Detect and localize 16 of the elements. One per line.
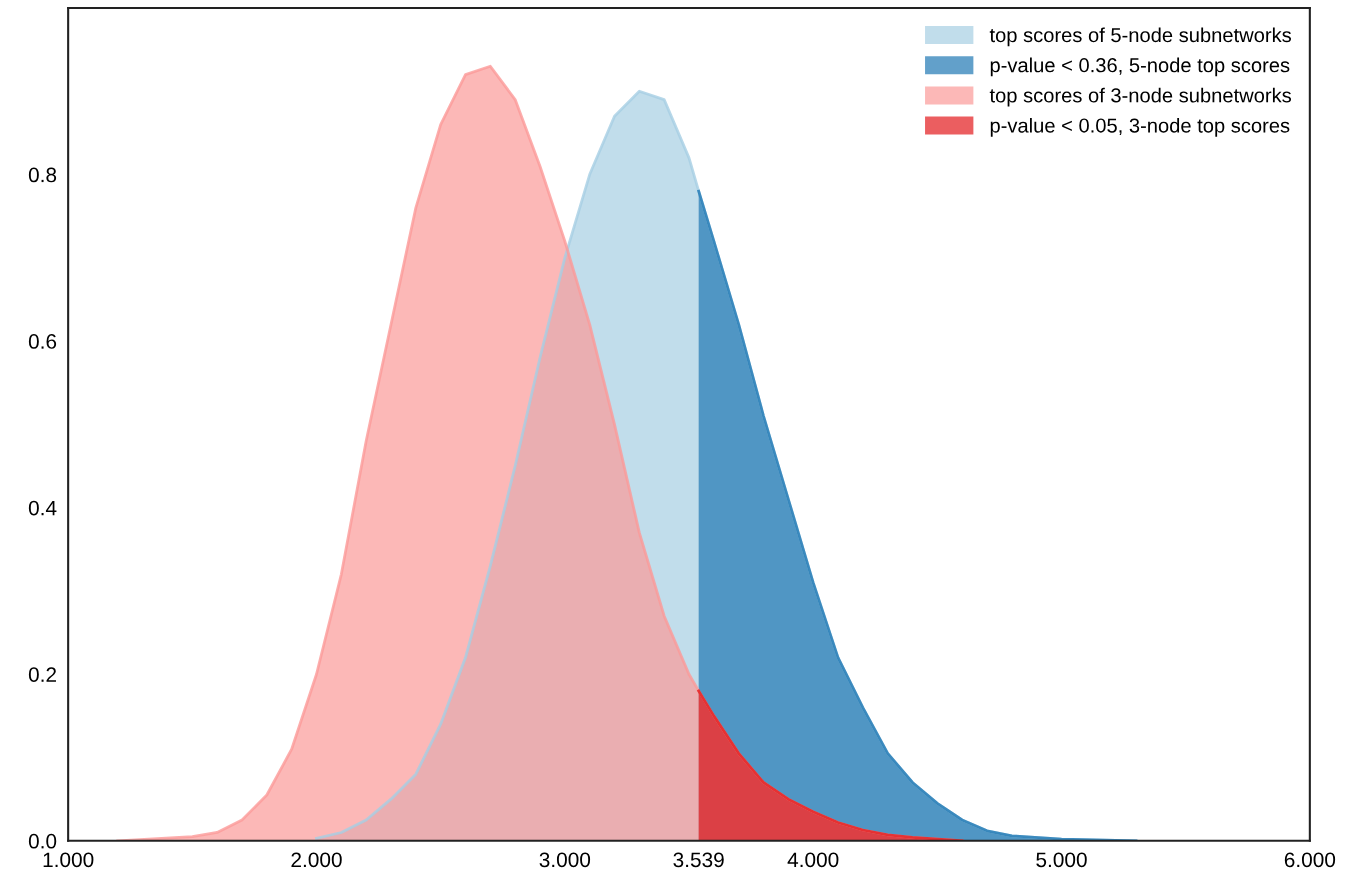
- y-tick-label: 0.8: [28, 167, 57, 183]
- legend-label: top scores of 3-node subnetworks: [989, 87, 1292, 107]
- x-tick-label: 3.000: [539, 852, 591, 868]
- x-tick-label: 3.539: [673, 852, 724, 868]
- x-tick-label: 1.000: [43, 852, 94, 868]
- x-tick-label: 2.000: [291, 852, 342, 868]
- legend-label: top scores of 5-node subnetworks: [989, 27, 1292, 47]
- x-tick-label: 5.000: [1036, 852, 1087, 868]
- y-tick-label: 0.2: [28, 667, 56, 682]
- y-tick-label: 0.6: [28, 334, 57, 349]
- y-tick-label: 0.4: [28, 500, 57, 516]
- legend-label: p-value < 0.05, 3-node top scores: [990, 117, 1290, 137]
- y-tick-label: 0.0: [28, 833, 57, 849]
- legend-label: p-value < 0.36, 5-node top scores: [990, 57, 1290, 77]
- x-tick-label: 6.000: [1284, 852, 1336, 868]
- x-tick-label: 4.000: [787, 852, 839, 868]
